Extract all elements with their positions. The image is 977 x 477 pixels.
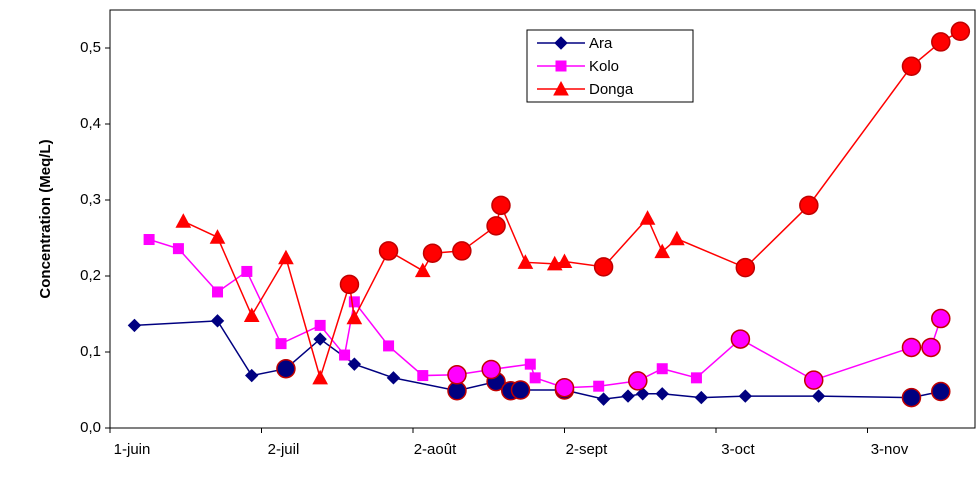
point <box>655 387 669 401</box>
circled-point <box>554 377 575 398</box>
point <box>738 389 753 403</box>
circled-point <box>901 56 922 76</box>
point <box>639 210 656 225</box>
circled-point <box>799 195 819 216</box>
series-line <box>148 238 942 389</box>
circled-point <box>931 381 951 402</box>
x-tick-label: 3-oct <box>721 441 755 458</box>
point <box>127 318 142 333</box>
point <box>593 380 605 392</box>
legend-label: Kolo <box>589 58 619 75</box>
point <box>348 296 360 308</box>
circled-point <box>901 337 922 358</box>
point <box>656 363 668 375</box>
y-tick-label: 0,1 <box>80 343 101 360</box>
point <box>383 340 395 352</box>
point <box>241 265 253 277</box>
point <box>175 213 192 228</box>
x-tick-label: 2-sept <box>566 441 609 458</box>
point <box>417 370 429 382</box>
point <box>143 234 155 246</box>
point <box>209 229 226 244</box>
y-axis-title: Concentration (Meq/L) <box>37 139 54 298</box>
point <box>210 314 225 328</box>
circled-point <box>481 359 501 380</box>
point <box>811 389 826 403</box>
point <box>212 286 224 298</box>
circled-point <box>452 241 472 261</box>
plot-area <box>109 9 976 429</box>
point <box>275 338 287 350</box>
circled-point <box>510 380 531 400</box>
circled-point <box>921 337 941 358</box>
circled-point <box>593 257 614 277</box>
point <box>312 369 328 385</box>
point <box>654 243 671 259</box>
point <box>690 372 702 384</box>
point <box>517 254 534 269</box>
circled-point <box>339 274 360 295</box>
point <box>524 358 536 370</box>
point <box>245 368 259 383</box>
x-tick-label: 1-juin <box>114 441 151 458</box>
y-tick-label: 0,3 <box>80 191 101 208</box>
point <box>414 262 431 278</box>
point <box>314 319 326 331</box>
legend-marker <box>553 80 569 96</box>
legend-label: Ara <box>589 35 613 52</box>
point <box>347 357 362 371</box>
circled-point <box>803 370 824 390</box>
point <box>621 389 635 403</box>
x-tick-label: 2-juil <box>268 441 300 458</box>
x-tick-label: 2-août <box>414 441 457 458</box>
circled-point <box>422 243 443 263</box>
circled-point <box>378 241 399 261</box>
point <box>669 230 685 246</box>
y-tick-label: 0,4 <box>80 115 101 132</box>
point <box>386 371 401 385</box>
point <box>346 309 363 325</box>
circled-point <box>491 195 511 216</box>
point <box>694 390 709 405</box>
point <box>278 249 294 265</box>
circled-point <box>931 32 951 52</box>
y-tick-label: 0,2 <box>80 267 101 284</box>
point <box>635 387 650 401</box>
y-tick-label: 0,0 <box>80 419 101 436</box>
circled-point <box>730 329 751 349</box>
circled-point <box>950 21 971 42</box>
point <box>529 372 541 384</box>
circled-point <box>486 216 506 236</box>
legend-marker <box>554 36 568 50</box>
point <box>313 332 327 346</box>
point <box>243 307 260 323</box>
circled-point <box>901 387 922 408</box>
y-tick-label: 0,5 <box>80 39 101 56</box>
x-tick-label: 3-nov <box>871 441 909 458</box>
circled-point <box>931 308 951 329</box>
legend-marker <box>555 60 567 72</box>
circled-point <box>447 365 467 385</box>
circled-point <box>735 257 756 278</box>
point <box>172 243 184 255</box>
circled-point <box>628 371 648 391</box>
point <box>339 349 351 361</box>
point <box>556 253 573 269</box>
circled-point <box>276 358 296 379</box>
legend-label: Donga <box>589 81 634 98</box>
point <box>596 392 611 406</box>
